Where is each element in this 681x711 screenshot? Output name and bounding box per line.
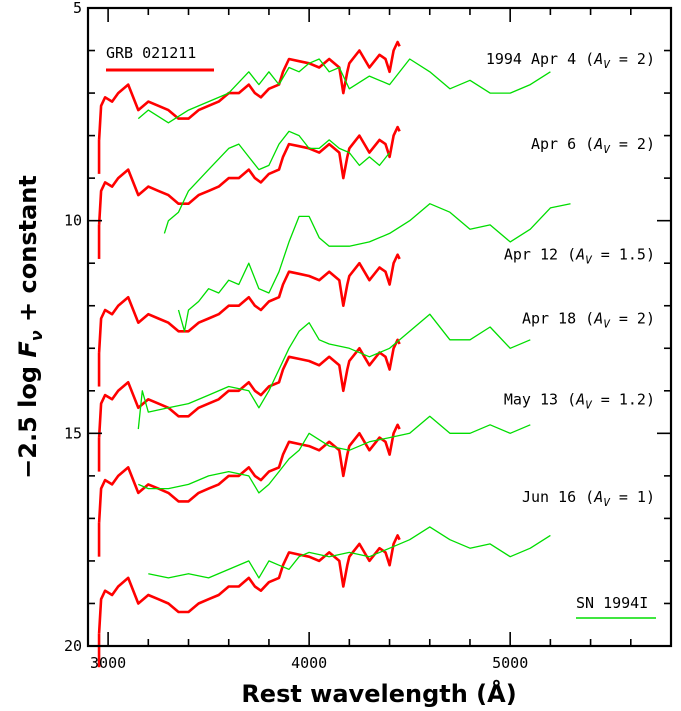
sn-spectrum-1 bbox=[137, 58, 551, 124]
tick-layer: 3000 4000 5000 5 10 15 20 bbox=[64, 0, 671, 672]
y-tick-label: 20 bbox=[64, 637, 82, 655]
plot-frame bbox=[86, 6, 673, 648]
x-tick-label: 4000 bbox=[291, 654, 327, 672]
epoch-label: May 13 (AV = 1.2) bbox=[504, 390, 655, 411]
x-tick-label: 5000 bbox=[492, 654, 528, 672]
grb-spectrum-0 bbox=[97, 40, 401, 140]
epoch-label: Apr 18 (AV = 2) bbox=[522, 309, 655, 330]
epoch-label: Jun 16 (AV = 1) bbox=[522, 488, 655, 509]
sn-spectrum-5 bbox=[177, 203, 571, 332]
grb-spectrum-4 bbox=[97, 253, 401, 353]
grb-spectrum-2 bbox=[97, 125, 401, 225]
y-tick-label: 10 bbox=[64, 212, 82, 230]
x-axis-label: Rest wavelength (Å) bbox=[241, 679, 516, 708]
y-axis-label-nu: ν bbox=[27, 330, 46, 341]
grb-spectrum-6 bbox=[97, 338, 401, 438]
epoch-label: 1994 Apr 4 (AV = 2) bbox=[486, 50, 655, 71]
legend-grb-label: GRB 021211 bbox=[106, 44, 196, 62]
epoch-label: Apr 12 (AV = 1.5) bbox=[504, 246, 655, 267]
y-axis-label-suffix: + constant bbox=[14, 175, 42, 330]
y-axis-label-prefix: −2.5 log bbox=[14, 358, 42, 479]
epoch-label: Apr 6 (AV = 2) bbox=[531, 135, 655, 156]
y-tick-label: 5 bbox=[73, 0, 82, 17]
y-axis-label-f: F bbox=[14, 341, 42, 358]
sn-spectrum-9 bbox=[138, 415, 531, 494]
series-layer bbox=[97, 40, 571, 668]
sn-spectrum-7 bbox=[137, 313, 531, 430]
grb-spectrum-10 bbox=[97, 534, 401, 634]
sn-spectrum-3 bbox=[163, 130, 391, 234]
legend-sn-label: SN 1994I bbox=[576, 594, 648, 612]
label-layer: 1994 Apr 4 (AV = 2) Apr 6 (AV = 2) Apr 12 … bbox=[486, 50, 655, 509]
x-tick-label: 3000 bbox=[90, 654, 126, 672]
grb-spectrum-8 bbox=[97, 423, 401, 523]
sn-spectrum-11 bbox=[148, 526, 551, 579]
y-tick-label: 15 bbox=[64, 424, 82, 442]
y-axis-label: −2.5 log Fν + constant bbox=[14, 175, 46, 479]
